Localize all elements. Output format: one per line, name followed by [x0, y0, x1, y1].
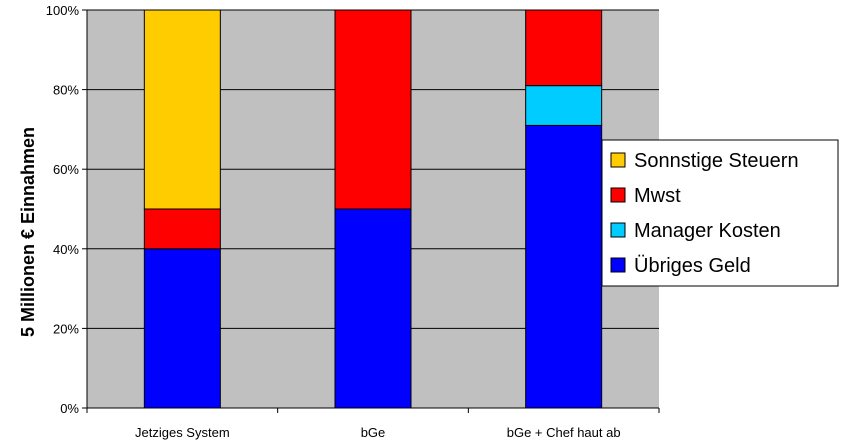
legend-swatch	[610, 222, 626, 238]
legend-swatch	[610, 152, 626, 168]
y-tick-label: 100%	[46, 3, 80, 18]
legend-label: Übriges Geld	[634, 255, 751, 277]
bar-segment	[525, 124, 603, 409]
legend-box	[601, 139, 839, 287]
bar-segment	[143, 9, 221, 210]
legend: Sonnstige Steuern Mwst Manager Kosten Übrig…	[601, 139, 839, 287]
bar-segment	[143, 248, 221, 409]
legend-swatch	[610, 257, 626, 273]
axes	[86, 10, 660, 413]
y-tick-label: 60%	[53, 162, 79, 177]
x-tick-label: bGe + Chef haut ab	[507, 425, 621, 440]
bar-segment	[525, 85, 603, 126]
legend-label: Sonnstige Steuern	[634, 150, 799, 172]
legend-label: Mwst	[634, 185, 681, 207]
x-tick-label: Jetziges System	[135, 425, 230, 440]
bar-segment	[143, 208, 221, 250]
bar-segment	[334, 9, 412, 210]
bars	[143, 9, 603, 409]
bar-segment	[334, 208, 412, 409]
x-tick-labels: Jetziges System bGe bGe + Chef haut ab	[135, 425, 621, 440]
y-tick-label: 0%	[60, 401, 79, 416]
y-tick-label: 80%	[53, 83, 79, 98]
x-tick-label: bGe	[361, 425, 386, 440]
y-tick-label: 40%	[53, 242, 79, 257]
y-tick-labels: 0% 20% 40% 60% 80% 100%	[46, 3, 80, 416]
legend-swatch	[610, 187, 626, 203]
y-axis-label: 5 Millionen € Einnahmen	[18, 127, 38, 337]
legend-label: Manager Kosten	[634, 220, 781, 242]
bar-segment	[525, 9, 603, 87]
y-tick-label: 20%	[53, 321, 79, 336]
